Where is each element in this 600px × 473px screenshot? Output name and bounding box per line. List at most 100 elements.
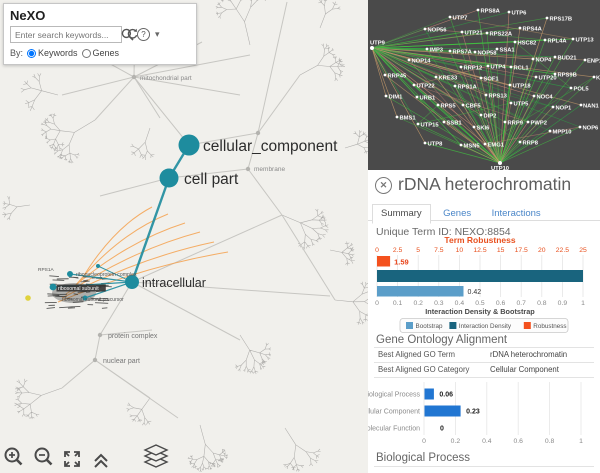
gene-node[interactable] xyxy=(569,86,573,90)
gene-label[interactable]: EMG1 xyxy=(488,143,505,149)
radio-genes[interactable]: Genes xyxy=(81,48,119,58)
gene-node[interactable] xyxy=(543,38,547,42)
gene-label[interactable]: URB1 xyxy=(420,96,437,102)
gene-node[interactable] xyxy=(498,161,502,165)
gene-label[interactable]: DIP2 xyxy=(484,114,497,120)
gene-node[interactable] xyxy=(513,40,517,44)
gene-node[interactable] xyxy=(370,46,374,50)
help-icon[interactable]: ? xyxy=(137,28,150,41)
gene-label[interactable]: KRR1 xyxy=(596,76,600,82)
gene-label[interactable]: IMP3 xyxy=(430,48,444,54)
zoom-in-button[interactable] xyxy=(4,447,23,466)
gene-node[interactable] xyxy=(503,120,507,124)
gene-label[interactable]: RPL4A xyxy=(548,39,568,45)
gene-node[interactable] xyxy=(476,8,480,12)
gene-node[interactable] xyxy=(483,142,487,146)
gene-label[interactable]: RPS22A xyxy=(490,32,513,38)
gene-node[interactable] xyxy=(531,57,535,61)
gene-label[interactable]: RPS9B xyxy=(558,73,577,79)
gene-label[interactable]: UTP8 xyxy=(428,142,444,148)
tree-node[interactable] xyxy=(131,74,137,80)
gene-node[interactable] xyxy=(407,58,411,62)
gene-node[interactable] xyxy=(473,50,477,54)
gene-label[interactable]: UTP18 xyxy=(513,84,532,90)
search-input[interactable] xyxy=(10,26,122,43)
gene-label[interactable]: NAN1 xyxy=(583,104,600,110)
term-node-small[interactable] xyxy=(67,271,73,277)
gene-label[interactable]: RPS17B xyxy=(550,17,573,23)
gene-node[interactable] xyxy=(509,65,513,69)
gene-label[interactable]: MSN5 xyxy=(464,144,481,150)
gene-label[interactable]: SSB1 xyxy=(447,121,463,127)
gene-label[interactable]: UTP4 xyxy=(491,65,507,71)
term-node-small[interactable] xyxy=(82,295,88,301)
gene-label[interactable]: SOF1 xyxy=(484,77,500,83)
gene-label[interactable]: BUD21 xyxy=(558,56,578,62)
tab-genes[interactable]: Genes xyxy=(443,208,472,219)
term-node-small[interactable] xyxy=(49,283,57,291)
gene-node[interactable] xyxy=(509,101,513,105)
gene-node[interactable] xyxy=(459,143,463,147)
gene-node[interactable] xyxy=(461,103,465,107)
gene-node[interactable] xyxy=(384,94,388,98)
gene-node[interactable] xyxy=(472,125,476,129)
gene-label[interactable]: NOP6 xyxy=(583,126,600,132)
gene-label[interactable]: UTP9 xyxy=(370,41,386,47)
gene-node[interactable] xyxy=(553,55,557,59)
gene-node[interactable] xyxy=(425,47,429,51)
gene-node[interactable] xyxy=(459,65,463,69)
gene-label[interactable]: MPP10 xyxy=(553,130,572,136)
gene-label[interactable]: HSC82 xyxy=(518,41,537,47)
gene-label[interactable]: RRP8 xyxy=(523,141,539,147)
gene-label[interactable]: RPS4A xyxy=(523,27,543,33)
gene-node[interactable] xyxy=(578,125,582,129)
node-cell-part[interactable] xyxy=(159,168,179,188)
gene-node[interactable] xyxy=(548,129,552,133)
gene-label[interactable]: RPS1A xyxy=(458,85,478,91)
gene-node[interactable] xyxy=(460,30,464,34)
gene-node[interactable] xyxy=(415,95,419,99)
gene-label[interactable]: RRP9 xyxy=(508,121,524,127)
tree-node[interactable] xyxy=(92,357,98,363)
gene-node[interactable] xyxy=(485,31,489,35)
gene-label[interactable]: RRP45 xyxy=(388,74,407,80)
gene-label[interactable]: NOP14 xyxy=(412,59,432,65)
gene-label[interactable]: UTP15 xyxy=(421,123,440,129)
gene-label[interactable]: NOP1 xyxy=(556,106,573,112)
gene-node[interactable] xyxy=(518,26,522,30)
node-intracellular[interactable] xyxy=(125,275,139,289)
gene-node[interactable] xyxy=(453,84,457,88)
gene-node[interactable] xyxy=(448,15,452,19)
gene-node[interactable] xyxy=(412,83,416,87)
tab-summary[interactable]: Summary xyxy=(372,204,431,224)
zoom-out-button[interactable] xyxy=(34,447,53,466)
gene-label[interactable]: NOP4 xyxy=(536,58,553,64)
gene-label[interactable]: SKI6 xyxy=(477,126,491,132)
layers-button[interactable] xyxy=(143,444,169,468)
gene-label[interactable]: ENP1 xyxy=(587,59,600,65)
gene-node[interactable] xyxy=(442,120,446,124)
gene-node[interactable] xyxy=(495,47,499,51)
gene-label[interactable]: RPS5 xyxy=(441,104,457,110)
gene-node[interactable] xyxy=(534,75,538,79)
gene-label[interactable]: NOP58 xyxy=(478,51,498,57)
gene-label[interactable]: RPS7A xyxy=(453,50,473,56)
gene-label[interactable]: RCL1 xyxy=(514,66,530,72)
radio-keywords-input[interactable] xyxy=(27,48,37,58)
gene-node[interactable] xyxy=(507,10,511,14)
gene-node[interactable] xyxy=(518,140,522,144)
gene-node[interactable] xyxy=(479,76,483,80)
gene-label[interactable]: UTP22 xyxy=(417,84,435,90)
gene-label[interactable]: UTP5 xyxy=(514,102,530,108)
gene-node[interactable] xyxy=(551,105,555,109)
close-icon[interactable]: ✕ xyxy=(375,177,392,194)
tree-node[interactable] xyxy=(97,332,103,338)
gene-node[interactable] xyxy=(484,93,488,97)
gene-label[interactable]: NOP56 xyxy=(428,28,448,34)
gene-label[interactable]: UTP13 xyxy=(576,38,595,44)
radio-genes-input[interactable] xyxy=(81,48,91,58)
fit-view-button[interactable] xyxy=(64,451,80,467)
gene-node[interactable] xyxy=(579,103,583,107)
gene-label[interactable]: UTP7 xyxy=(453,16,468,22)
gene-node[interactable] xyxy=(479,113,483,117)
